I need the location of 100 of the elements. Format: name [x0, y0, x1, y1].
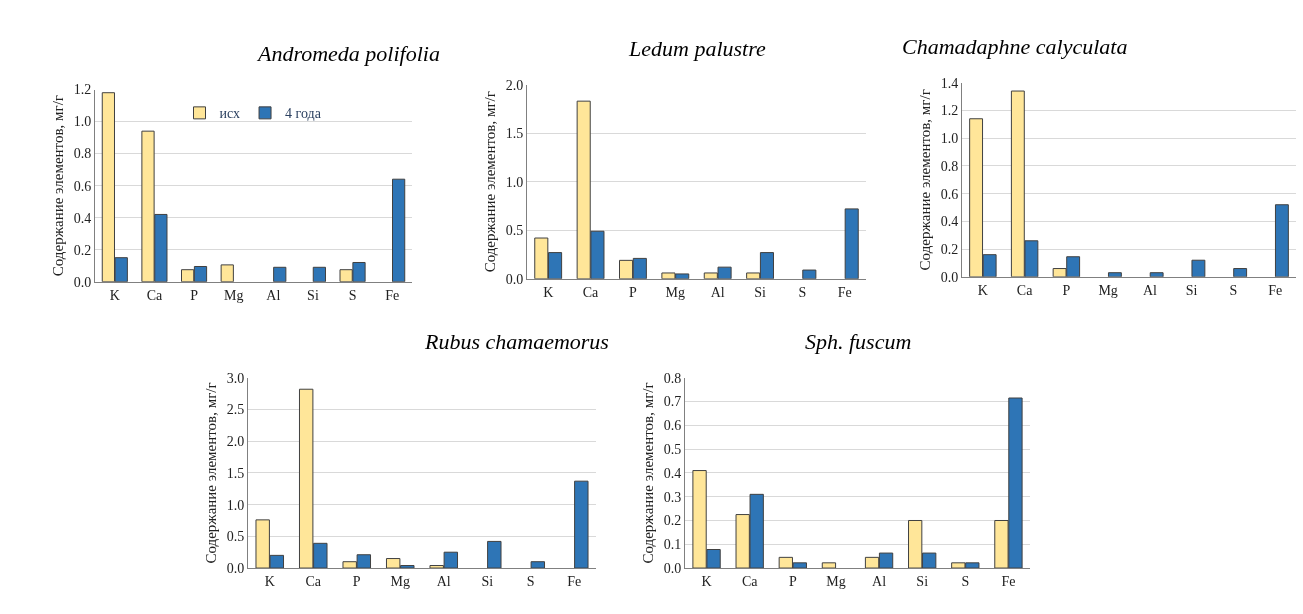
x-tick-label: Fe [837, 284, 852, 300]
x-tick-label: P [788, 573, 797, 589]
y-tick-label: 1.2 [940, 103, 959, 119]
x-tick-label: Al [1142, 282, 1157, 298]
y-tick-label: 0.8 [940, 158, 959, 174]
y-axis-title: Содержание элементов, мг/г [49, 94, 66, 277]
x-tick-label: Mg [1098, 282, 1118, 298]
x-tick-label: Fe [567, 573, 582, 589]
x-tick-label: P [629, 284, 638, 300]
x-tick-label: P [1062, 282, 1071, 298]
x-tick-label: Mg [223, 287, 244, 303]
x-tick-label: K [701, 573, 712, 589]
y-tick-label: 1.5 [226, 465, 245, 481]
y-tick-label: 0.4 [663, 465, 682, 481]
x-tick-label: Mg [665, 284, 686, 300]
y-tick-label: 0.8 [663, 370, 682, 386]
x-tick-label: Ca [582, 284, 600, 300]
chart-title: Sph. fuscum [805, 329, 912, 354]
x-tick-label: S [961, 573, 970, 589]
y-tick-label: 0.6 [940, 186, 959, 202]
bar [392, 178, 406, 282]
x-tick-label: Al [710, 284, 725, 300]
x-tick-label: Si [307, 287, 319, 303]
x-tick-label: Si [754, 284, 766, 300]
bar [530, 561, 546, 569]
y-tick-label: 0.3 [663, 489, 682, 505]
y-tick-label: 0.0 [940, 269, 959, 285]
y-tick-label: 0.0 [505, 271, 524, 287]
x-tick-label: Fe [1001, 573, 1016, 589]
bar [1233, 268, 1248, 277]
y-tick-label: 0.5 [663, 442, 682, 458]
y-tick-label: 0.6 [663, 418, 682, 434]
x-tick-label: S [526, 573, 535, 589]
y-tick-label: 2.5 [226, 402, 245, 418]
y-tick-label: 1.2 [73, 82, 92, 98]
y-tick-label: 1.0 [505, 174, 524, 190]
chart-title: Chamadaphne calyculata [902, 34, 1128, 59]
x-tick-label: Si [916, 573, 929, 589]
x-tick-label: Ca [1016, 282, 1034, 298]
x-tick-label: Ca [305, 573, 322, 589]
y-tick-label: 0.1 [663, 537, 682, 553]
y-tick-label: 0.7 [663, 394, 682, 410]
y-tick-label: 0.4 [73, 210, 92, 226]
y-tick-label: 2.0 [226, 434, 245, 450]
x-tick-label: Fe [385, 287, 400, 303]
y-axis-title: Содержание элементов, мг/г [916, 89, 933, 271]
bar [574, 480, 589, 569]
y-tick-label: 0.5 [505, 223, 524, 239]
x-tick-label: P [352, 573, 361, 589]
y-tick-label: 3.0 [226, 370, 245, 386]
bar [312, 266, 326, 282]
x-tick-label: K [977, 282, 988, 298]
bar [821, 562, 837, 569]
x-tick-label: Si [481, 573, 494, 589]
x-tick-label: K [109, 287, 120, 303]
y-tick-label: 0.8 [73, 146, 92, 162]
y-tick-label: 0.2 [940, 242, 959, 258]
y-tick-label: 0.0 [226, 560, 245, 576]
y-tick-label: 0.6 [73, 178, 92, 194]
legend-label: исх [219, 106, 241, 122]
y-tick-label: 2.0 [505, 77, 524, 93]
y-tick-label: 1.0 [73, 114, 92, 130]
bar [1274, 204, 1289, 277]
bar [220, 264, 234, 282]
bar [273, 266, 287, 282]
x-tick-label: Fe [1268, 282, 1283, 298]
chart-title: Andromeda polifolia [256, 41, 440, 66]
x-tick-label: Mg [390, 573, 410, 589]
bar [844, 208, 859, 279]
x-tick-label: Mg [826, 573, 846, 589]
x-tick-label: Al [436, 573, 451, 589]
x-tick-label: S [798, 284, 807, 300]
chart-title: Ledum palustre [628, 36, 766, 61]
x-tick-label: K [264, 573, 275, 589]
x-tick-label: S [1229, 282, 1238, 298]
y-axis-title: Содержание элементов, мг/г [481, 91, 498, 273]
y-tick-label: 1.0 [940, 131, 959, 147]
x-tick-label: S [348, 287, 357, 303]
chart-title: Rubus chamaemorus [424, 329, 609, 354]
y-axis-title: Содержание элементов, мг/г [202, 382, 219, 564]
x-tick-label: Ca [146, 287, 163, 303]
y-tick-label: 0.5 [226, 529, 245, 545]
legend-label: 4 года [285, 106, 322, 122]
x-tick-label: P [190, 287, 199, 303]
y-tick-label: 0.2 [663, 513, 682, 529]
x-tick-label: Ca [741, 573, 759, 589]
y-tick-label: 1.5 [505, 126, 524, 142]
x-tick-label: K [543, 284, 554, 300]
bar [802, 269, 817, 279]
y-tick-label: 0.0 [663, 560, 682, 576]
bar [1191, 259, 1206, 277]
y-tick-label: 1.4 [940, 75, 959, 91]
x-tick-label: Al [266, 287, 281, 303]
y-tick-label: 0.2 [73, 242, 92, 258]
x-tick-label: Al [872, 573, 887, 589]
y-tick-label: 0.4 [940, 214, 959, 230]
x-tick-label: Si [1185, 282, 1198, 298]
y-tick-label: 0.0 [73, 274, 92, 290]
y-axis-title: Содержание элементов, мг/г [639, 382, 656, 564]
bar [487, 540, 502, 569]
